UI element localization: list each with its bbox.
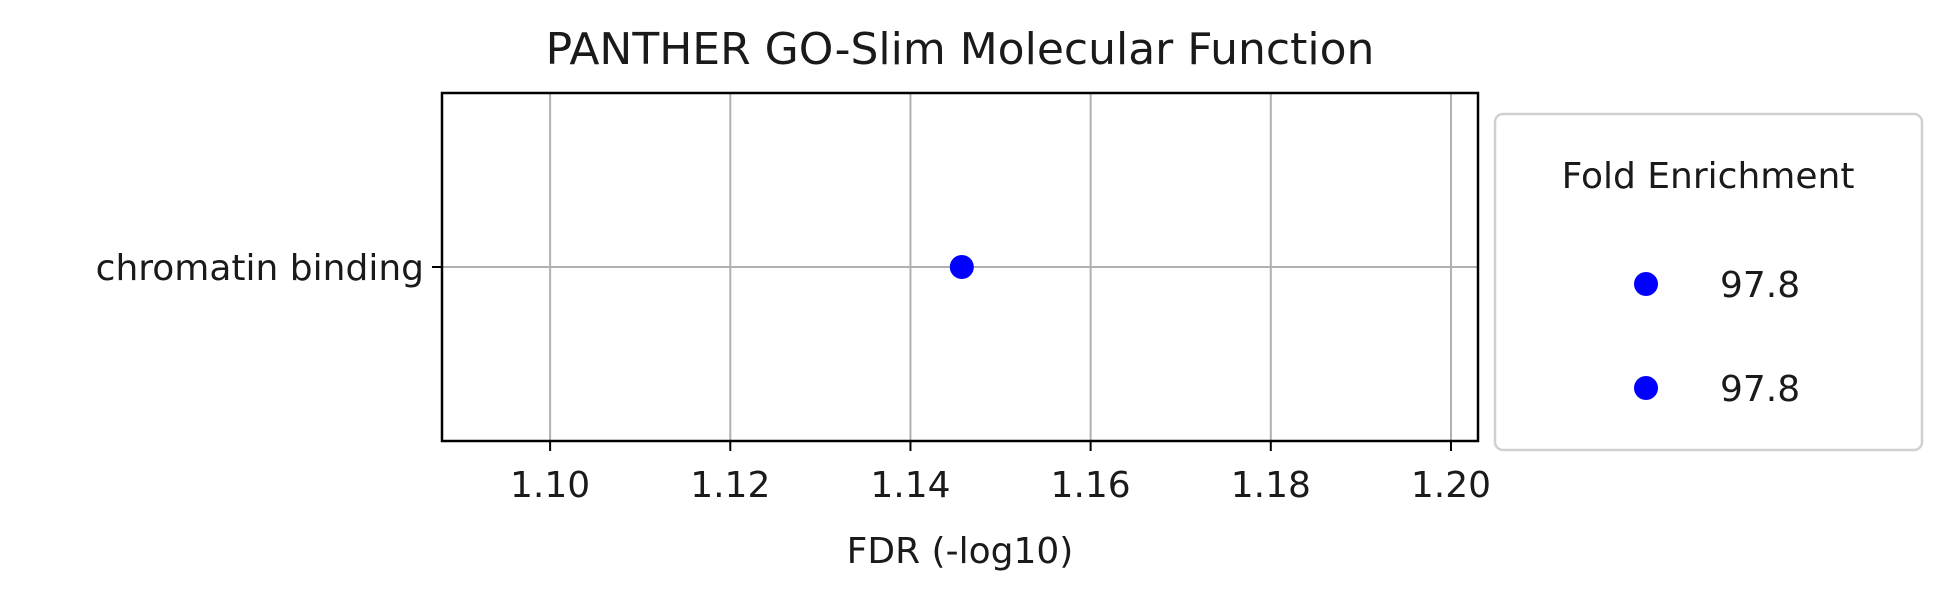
y-axis-ticks: chromatin binding	[96, 248, 442, 289]
x-tick-label: 1.10	[510, 465, 590, 506]
legend-marker	[1634, 272, 1658, 296]
data-point	[949, 255, 974, 279]
legend-marker	[1634, 376, 1658, 400]
chart-title: PANTHER GO-Slim Molecular Function	[546, 24, 1375, 75]
legend-entries: 97.8 97.8	[1634, 265, 1800, 410]
y-tick-label: chromatin binding	[96, 248, 424, 289]
legend: Fold Enrichment 97.8 97.8	[1493, 112, 1924, 452]
legend-box	[1493, 112, 1924, 452]
x-tick-label: 1.12	[690, 465, 770, 506]
x-tick-label: 1.20	[1411, 465, 1491, 506]
legend-title: Fold Enrichment	[1562, 156, 1855, 197]
x-tick-label: 1.18	[1231, 465, 1311, 506]
legend-entry-label: 97.8	[1720, 369, 1800, 410]
x-axis-ticks: 1.10 1.12 1.14 1.16 1.18 1.20	[510, 441, 1491, 506]
legend-entry-label: 97.8	[1720, 265, 1800, 306]
x-axis-label: FDR (-log10)	[847, 531, 1074, 572]
x-tick-label: 1.14	[870, 465, 950, 506]
data-points	[949, 255, 974, 279]
x-tick-label: 1.16	[1051, 465, 1131, 506]
